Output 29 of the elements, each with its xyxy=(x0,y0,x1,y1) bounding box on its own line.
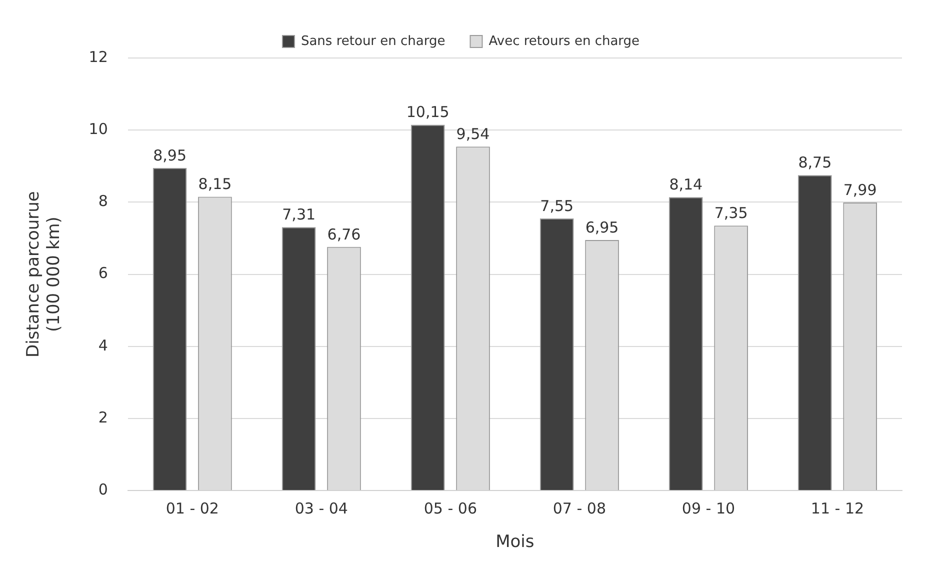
y-tick-label: 8 xyxy=(98,192,108,210)
x-tick-label: 05 - 06 xyxy=(424,499,477,518)
x-tick-label: 03 - 04 xyxy=(294,499,348,518)
data-label: 8,75 xyxy=(798,154,832,172)
data-label: 8,95 xyxy=(153,146,187,164)
x-axis-title: Mois xyxy=(496,532,534,552)
y-tick-label: 0 xyxy=(98,480,108,498)
data-label: 7,35 xyxy=(714,204,748,222)
y-tick-label: 10 xyxy=(88,120,108,138)
y-axis-title: Distance parcourue (100 000 km) xyxy=(24,191,64,358)
y-tick-label: 6 xyxy=(98,264,108,282)
x-tick-label: 01 - 02 xyxy=(166,499,219,518)
data-label: 8,14 xyxy=(669,176,703,194)
data-label: 7,31 xyxy=(282,205,316,224)
x-tick-label: 09 - 10 xyxy=(682,499,736,518)
y-tick-label: 2 xyxy=(98,408,108,426)
data-label: 6,95 xyxy=(585,218,619,236)
data-label: 7,55 xyxy=(540,196,574,215)
legend-label: Sans retour en charge xyxy=(300,34,446,49)
data-label: 10,15 xyxy=(406,103,450,122)
data-label: 6,76 xyxy=(327,225,361,244)
legend-label: Avec retours en charge xyxy=(488,34,640,49)
y-tick-label: 12 xyxy=(88,48,108,66)
y-tick-label: 4 xyxy=(98,336,108,354)
x-tick-label: 11 - 12 xyxy=(810,499,864,518)
data-label: 8,15 xyxy=(198,175,232,194)
x-tick-label: 07 - 08 xyxy=(552,499,606,518)
data-label: 7,99 xyxy=(843,180,877,199)
data-label: 9,54 xyxy=(456,125,490,144)
